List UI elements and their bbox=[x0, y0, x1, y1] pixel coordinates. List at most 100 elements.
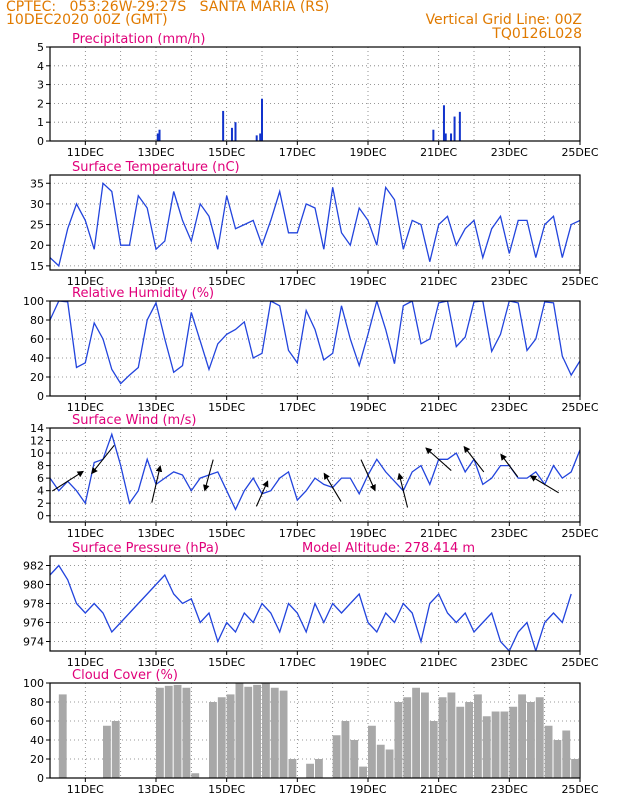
pres-ytick-label: 978 bbox=[23, 598, 44, 611]
precip-ytick-label: 2 bbox=[37, 97, 44, 110]
cloud-ytick-label: 40 bbox=[30, 734, 44, 747]
precip-xtick-label: 23DEC bbox=[491, 146, 528, 159]
cloud-fill bbox=[209, 702, 217, 778]
pres-xtick-label: 13DEC bbox=[137, 656, 174, 669]
cloud-fill bbox=[164, 685, 173, 778]
wind-ytick-label: 0 bbox=[37, 510, 44, 523]
temp-xtick-label: 13DEC bbox=[137, 275, 174, 288]
wind-arrow bbox=[91, 444, 115, 475]
temp-line bbox=[50, 181, 580, 268]
cloud-fill bbox=[385, 749, 394, 778]
wind-ytick-label: 8 bbox=[37, 460, 44, 473]
temp-xtick-label: 19DEC bbox=[349, 275, 386, 288]
temp-title: Surface Temperature (nC) bbox=[72, 160, 240, 175]
wind-arrow bbox=[203, 459, 214, 492]
cloud-fill bbox=[491, 711, 500, 778]
precip-bar bbox=[432, 129, 435, 141]
cloud-fill bbox=[173, 684, 182, 778]
rh-panel: Relative Humidity (%) 0 20 40 60 80 100 11DEC 13… bbox=[23, 286, 599, 414]
wind-xtick-label: 11DEC bbox=[67, 527, 104, 540]
cloud-ytick-label: 100 bbox=[23, 677, 44, 690]
rh-ytick-label: 40 bbox=[30, 352, 44, 365]
rh-xtick-label: 21DEC bbox=[420, 401, 457, 414]
pres-ytick-label: 976 bbox=[23, 617, 44, 630]
wind-ytick-label: 2 bbox=[37, 497, 44, 510]
cloud-fill bbox=[368, 725, 376, 778]
wind-arrow bbox=[425, 447, 452, 471]
temp-xtick-label: 23DEC bbox=[491, 275, 528, 288]
pres-line bbox=[50, 564, 572, 651]
cloud-fill bbox=[279, 690, 288, 778]
cloud-fill bbox=[474, 694, 482, 778]
wind-ytick-label: 12 bbox=[30, 435, 44, 448]
cloud-fill bbox=[394, 702, 403, 778]
precip-bar bbox=[450, 133, 453, 141]
precip-panel: Precipitation (mm/h) 0 1 2 3 4 5 11DEC 13DEC 15DE… bbox=[37, 32, 599, 159]
pres-xtick-label: 15DEC bbox=[208, 656, 245, 669]
cloud-xtick-label: 17DEC bbox=[279, 783, 316, 796]
pres-ytick-label: 982 bbox=[23, 560, 44, 573]
cloud-xtick-label: 11DEC bbox=[67, 783, 104, 796]
rh-xtick-label: 19DEC bbox=[349, 401, 386, 414]
rh-frame bbox=[49, 300, 581, 397]
rh-xtick-label: 17DEC bbox=[279, 401, 316, 414]
wind-arrow bbox=[397, 472, 409, 508]
precip-xtick-label: 17DEC bbox=[279, 146, 316, 159]
wind-xtick-label: 15DEC bbox=[208, 527, 245, 540]
location-header: CPTEC: 053:26W-29:27S SANTA MARIA (RS) bbox=[6, 0, 330, 15]
cloud-fill bbox=[306, 763, 314, 778]
cloud-fill bbox=[465, 702, 473, 778]
precip-bar bbox=[234, 122, 237, 141]
pres-ytick-label: 980 bbox=[23, 579, 44, 592]
wind-arrow bbox=[463, 445, 485, 473]
precip-frame bbox=[49, 46, 581, 142]
model-id: TQ0126L028 bbox=[492, 26, 582, 42]
rh-ytick-label: 0 bbox=[37, 390, 44, 403]
temp-xtick-label: 17DEC bbox=[279, 275, 316, 288]
rh-ytick-label: 80 bbox=[30, 314, 44, 327]
wind-ytick-label: 4 bbox=[37, 485, 44, 498]
wind-xtick-label: 19DEC bbox=[349, 527, 386, 540]
wind-arrow bbox=[151, 465, 163, 503]
cloud-fill bbox=[262, 683, 270, 778]
cloud-xtick-label: 25DEC bbox=[561, 783, 598, 796]
pres-title: Surface Pressure (hPa) bbox=[72, 541, 219, 556]
cloud-fill bbox=[315, 759, 323, 778]
wind-arrow bbox=[51, 470, 84, 492]
cloud-xtick-label: 13DEC bbox=[137, 783, 174, 796]
cloud-fill bbox=[111, 721, 120, 778]
cloud-fill bbox=[332, 735, 341, 778]
cloud-fill bbox=[58, 694, 67, 778]
wind-xtick-label: 25DEC bbox=[561, 527, 598, 540]
precip-title: Precipitation (mm/h) bbox=[72, 32, 205, 47]
cloud-fill bbox=[156, 687, 164, 778]
wind-xtick-label: 17DEC bbox=[279, 527, 316, 540]
cloud-xtick-label: 23DEC bbox=[491, 783, 528, 796]
precip-xtick-label: 25DEC bbox=[561, 146, 598, 159]
precip-bar bbox=[444, 133, 447, 141]
pres-frame bbox=[49, 555, 581, 652]
wind-ytick-label: 14 bbox=[30, 422, 44, 435]
cloud-fill bbox=[253, 684, 261, 778]
temp-ytick-label: 20 bbox=[30, 239, 44, 252]
wind-ytick-label: 6 bbox=[37, 472, 44, 485]
temp-xtick-label: 21DEC bbox=[420, 275, 457, 288]
temp-panel: Surface Temperature (nC) 15 20 25 30 35 11DEC 1… bbox=[30, 160, 599, 288]
cloud-fill bbox=[341, 721, 350, 778]
cloud-fill bbox=[235, 683, 244, 778]
cloud-title: Cloud Cover (%) bbox=[72, 668, 178, 683]
precip-bar bbox=[222, 110, 225, 141]
cloud-fill bbox=[103, 725, 111, 778]
cloud-fill bbox=[509, 706, 518, 778]
wind-arrow bbox=[500, 453, 519, 478]
precip-bar bbox=[230, 127, 233, 141]
temp-xtick-label: 15DEC bbox=[208, 275, 245, 288]
wind-xtick-label: 13DEC bbox=[137, 527, 174, 540]
temp-ytick-label: 35 bbox=[30, 177, 44, 190]
wind-xtick-label: 23DEC bbox=[491, 527, 528, 540]
cloud-fill bbox=[191, 773, 200, 778]
cloud-fill bbox=[226, 694, 235, 778]
precip-bar bbox=[255, 135, 258, 141]
cloud-xtick-label: 19DEC bbox=[349, 783, 386, 796]
cloud-fill bbox=[527, 702, 535, 778]
